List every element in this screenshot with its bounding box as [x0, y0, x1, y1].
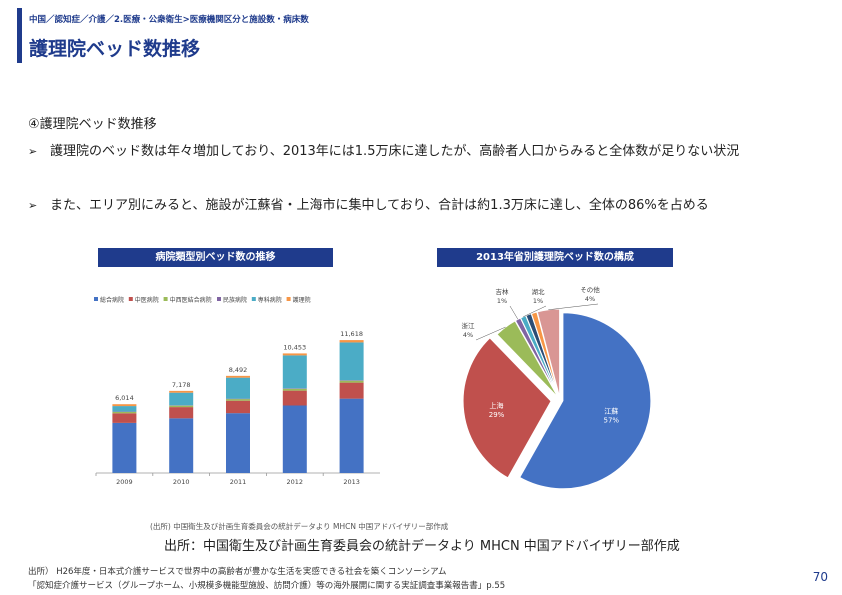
bar-segment	[169, 392, 194, 406]
bar-total-label: 7,178	[172, 381, 191, 389]
pie-slice	[462, 337, 552, 479]
bar-segment	[169, 407, 194, 419]
leader-line	[548, 303, 599, 310]
x-tick-label: 2010	[173, 478, 190, 486]
pie-outer-value: 1%	[533, 297, 543, 305]
source-note-small: (出所) 中国衛生及び計画生育委員会の統計データより MHCN 中国アドバイザリ…	[150, 522, 449, 531]
pie-outer-label: その他	[580, 285, 600, 294]
pie-outer-value: 1%	[497, 297, 507, 305]
bar-total-label: 6,014	[115, 394, 134, 402]
legend-label: 専科病院	[258, 296, 282, 304]
legend-label: 総合病院	[100, 296, 124, 304]
bar-segment	[226, 413, 250, 473]
bar-segment	[339, 342, 364, 381]
pie-slice-value: 29%	[489, 411, 505, 419]
bar-segment	[112, 422, 137, 473]
bar-segment	[169, 390, 194, 393]
legend-label: 民族病院	[223, 296, 247, 304]
x-tick-label: 2011	[230, 478, 247, 486]
bar-segment	[282, 405, 307, 473]
leader-line	[523, 305, 547, 318]
pie-slice	[519, 312, 652, 490]
legend-swatch	[163, 297, 168, 301]
pie-chart-header: 2013年省別護理院ベッド数の構成	[437, 248, 673, 267]
pie-slice-value: 57%	[603, 416, 619, 424]
bar-segment	[339, 398, 364, 473]
pie-slice-label: 江蘇	[604, 406, 618, 415]
bar-segment	[226, 400, 250, 414]
bar-segment	[112, 413, 137, 423]
bar-total-label: 10,453	[283, 343, 306, 351]
bar-total-label: 11,618	[340, 330, 363, 338]
pie-outer-value: 4%	[463, 331, 473, 339]
leader-line	[475, 326, 506, 341]
pie-outer-label: 湖北	[532, 287, 546, 296]
pie-outer-label: 浙江	[462, 321, 476, 330]
bar-segment	[226, 375, 250, 378]
legend-label: 中医病院	[135, 296, 159, 304]
x-tick-label: 2009	[116, 478, 133, 486]
bar-segment	[169, 405, 194, 408]
pie-slice	[536, 308, 561, 398]
bar-segment	[112, 411, 137, 414]
page-title: 護理院ベッド数推移	[29, 38, 201, 60]
page-number: 70	[812, 570, 828, 584]
bar-segment	[282, 353, 307, 356]
bar-segment	[169, 418, 194, 473]
legend-swatch	[128, 297, 133, 301]
bar-segment	[282, 355, 307, 389]
arrow-bullet-icon: ➢	[28, 145, 38, 158]
x-tick-label: 2013	[343, 478, 360, 486]
bullet-text: また、エリア別にみると、施設が江蘇省・上海市に集中しており、合計は約1.3万床に…	[50, 198, 709, 213]
x-tick-label: 2012	[287, 478, 304, 486]
pie-outer-value: 4%	[585, 295, 595, 303]
bar-segment	[112, 404, 137, 407]
bar-segment	[226, 399, 250, 401]
legend-label: 護理院	[293, 296, 311, 304]
pie-outer-label: 吉林	[496, 287, 510, 296]
bar-chart: 総合病院 中医病院 中西医結合病院 民族病院 専科病院 護理院 6,014 2009 7,178…	[94, 296, 380, 486]
legend-swatch	[94, 297, 98, 301]
section-heading: ④護理院ベッド数推移	[28, 117, 157, 132]
breadcrumb: 中国／認知症／介護／2.医療・公衆衛生>医療機関区分と施設数・病床数	[29, 15, 309, 25]
source-note: 出所：中国衛生及び計画生育委員会の統計データより MHCN 中国アドバイザリー部…	[164, 539, 680, 554]
legend-swatch	[251, 297, 256, 301]
bar-segment	[282, 390, 307, 406]
bullet-item: ➢ また、エリア別にみると、施設が江蘇省・上海市に集中しており、合計は約1.3万…	[28, 193, 818, 219]
bar-segment	[339, 382, 364, 399]
bar-segment	[339, 380, 364, 381]
bar-segment	[339, 340, 364, 343]
leader-line	[509, 305, 519, 320]
bar-segment	[339, 380, 364, 383]
bullet-text: 護理院のベッド数は年々増加しており、2013年には1.5万床に達したが、高齢者人…	[50, 144, 740, 159]
legend-label: 中西医結合病院	[170, 296, 212, 304]
bar-total-label: 8,492	[229, 366, 248, 374]
bar-segment	[282, 388, 307, 391]
pie-slice-label: 上海	[490, 401, 504, 410]
arrow-bullet-icon: ➢	[28, 199, 38, 212]
title-accent-bar	[17, 8, 22, 63]
footer-source-line: 「認知症介護サービス（グループホーム、小規模多機能型施設、訪問介護）等の海外展開…	[28, 581, 506, 591]
bar-segment	[226, 377, 250, 399]
footer-source-line: 出所） H26年度・日本式介護サービスで世界中の高齢者が豊かな生活を実感できる社…	[28, 567, 447, 577]
bullet-item: ➢ 護理院のベッド数は年々増加しており、2013年には1.5万床に達したが、高齢…	[28, 139, 818, 165]
bar-segment	[112, 406, 137, 412]
bar-chart-header: 病院類型別ベッド数の推移	[98, 248, 333, 267]
legend-swatch	[217, 297, 221, 301]
legend-swatch	[286, 297, 291, 301]
